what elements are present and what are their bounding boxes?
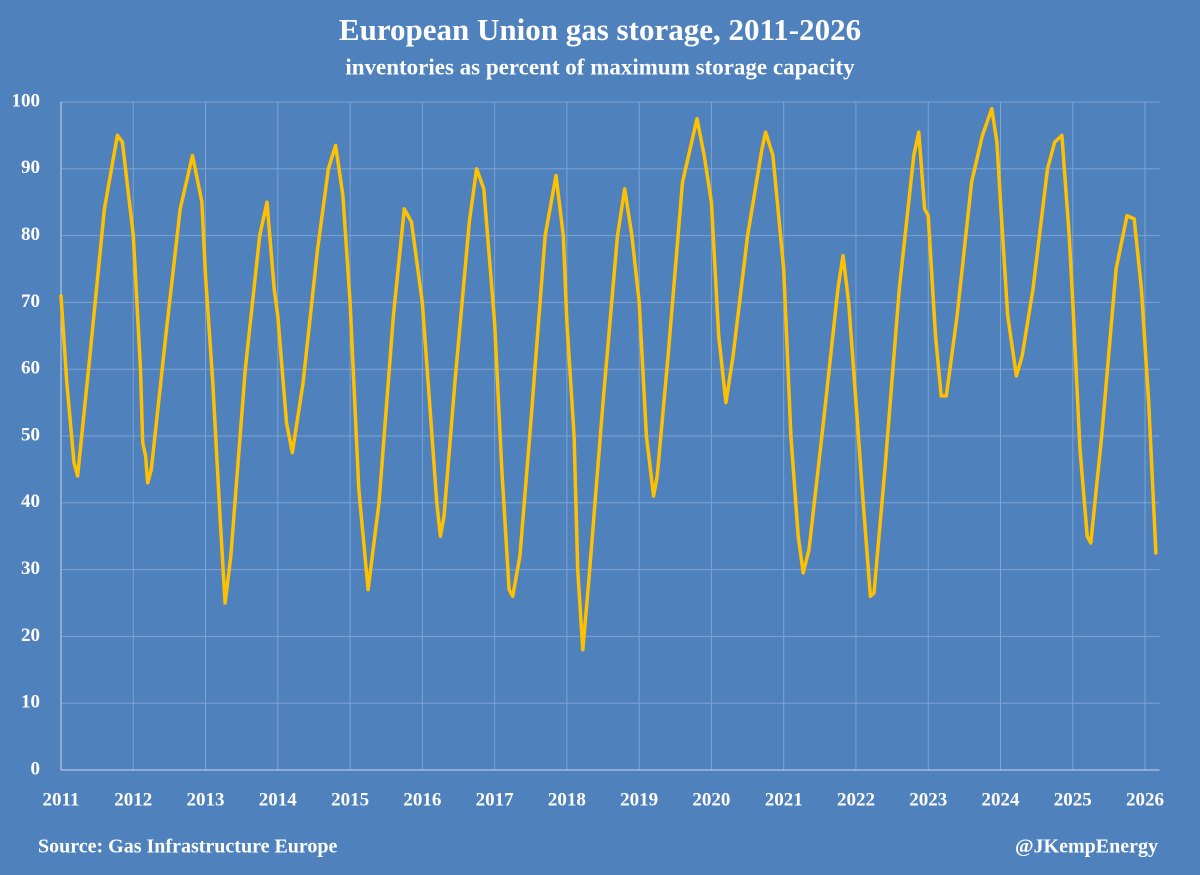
y-tick-label: 50	[21, 424, 40, 445]
y-tick-label: 80	[21, 224, 40, 245]
x-tick-label: 2013	[187, 789, 225, 810]
x-tick-label: 2020	[692, 789, 730, 810]
y-tick-label: 10	[21, 692, 40, 713]
y-tick-label: 90	[21, 157, 40, 178]
x-tick-label: 2012	[114, 789, 152, 810]
credit: @JKempEnergy	[1015, 836, 1158, 858]
x-tick-label: 2023	[909, 789, 947, 810]
x-tick-label: 2024	[982, 789, 1021, 810]
x-tick-label: 2026	[1126, 789, 1164, 810]
chart-title: European Union gas storage, 2011-2026	[339, 12, 861, 47]
chart-subtitle: inventories as percent of maximum storag…	[345, 54, 855, 79]
x-tick-label: 2019	[620, 789, 658, 810]
x-tick-label: 2021	[765, 789, 803, 810]
y-tick-label: 0	[31, 758, 41, 779]
source-note: Source: Gas Infrastructure Europe	[38, 836, 338, 858]
y-tick-label: 40	[21, 491, 40, 512]
x-tick-label: 2017	[476, 789, 515, 810]
y-tick-label: 70	[21, 291, 40, 312]
y-tick-label: 100	[12, 90, 41, 111]
storage-line	[59, 106, 1158, 652]
x-tick-label: 2011	[43, 789, 80, 810]
y-tick-label: 60	[21, 358, 40, 379]
x-tick-label: 2015	[331, 789, 369, 810]
x-tick-label: 2022	[837, 789, 875, 810]
x-tick-label: 2018	[548, 789, 586, 810]
y-tick-label: 30	[21, 558, 40, 579]
x-tick-label: 2016	[403, 789, 441, 810]
x-tick-label: 2025	[1054, 789, 1092, 810]
x-tick-label: 2014	[259, 789, 298, 810]
y-tick-label: 20	[21, 625, 40, 646]
